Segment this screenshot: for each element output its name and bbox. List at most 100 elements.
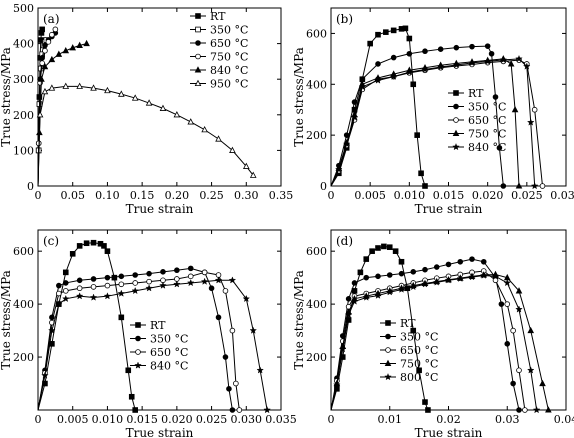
data-point: [351, 288, 358, 294]
legend-entry: 650 °C: [210, 37, 248, 50]
data-point: [132, 407, 139, 413]
data-point: [104, 274, 111, 281]
data-point: [187, 265, 194, 272]
data-point: [242, 294, 251, 302]
x-tick-label: 0.30: [234, 189, 259, 202]
legend-marker: [195, 13, 201, 19]
x-tick-label: 0.10: [95, 189, 120, 202]
data-point: [469, 256, 475, 262]
x-axis-label: True strain: [415, 426, 483, 438]
legend-entry: 750 °C: [400, 358, 438, 371]
data-point: [539, 183, 546, 189]
data-point: [55, 50, 63, 57]
y-tick-label: 300: [13, 73, 34, 86]
data-point: [90, 284, 97, 290]
data-point: [228, 276, 237, 284]
x-tick-label: 0.015: [126, 413, 158, 426]
y-tick-label: 400: [306, 298, 327, 311]
data-point: [236, 407, 243, 413]
legend-entry: 840 °C: [150, 360, 188, 373]
data-point: [539, 379, 546, 387]
y-tick-label: 200: [306, 129, 327, 142]
x-tick-label: 0.025: [196, 413, 228, 426]
x-tick-label: 0.020: [472, 189, 504, 202]
series-line-0: [330, 245, 429, 411]
data-point: [409, 282, 417, 291]
data-point: [62, 280, 69, 286]
data-point: [436, 63, 445, 71]
data-point: [39, 26, 45, 33]
x-tick-label: 0.15: [130, 189, 155, 202]
data-point: [444, 276, 453, 284]
legend-entry: 650 °C: [468, 114, 506, 127]
data-point: [104, 86, 111, 94]
data-point: [83, 39, 90, 47]
data-point: [383, 29, 389, 35]
data-point: [398, 270, 405, 277]
x-tick-label: 0: [35, 413, 42, 426]
data-point: [374, 291, 382, 299]
data-point: [498, 301, 505, 307]
data-point: [56, 282, 62, 289]
series-line-3: [330, 273, 549, 411]
data-point: [125, 367, 132, 374]
data-point: [339, 345, 347, 353]
legend-entry: 350 °C: [210, 24, 248, 37]
panel-label: (d): [336, 234, 353, 248]
chart-panel-2: 0 0.005 0.010 0.015 0.020 0.025 0.030 0.035 200 4…: [0, 229, 297, 438]
data-point: [229, 327, 236, 334]
x-tick-label: 0.005: [354, 189, 386, 202]
data-point: [504, 341, 511, 347]
data-point: [62, 82, 70, 89]
x-tick-label: 0.030: [231, 413, 263, 426]
data-point: [504, 301, 511, 307]
legend-entry: RT: [210, 10, 226, 23]
data-point: [405, 68, 414, 76]
legend-marker: [135, 322, 141, 328]
data-point: [527, 326, 535, 334]
x-tick-label: 0: [35, 189, 42, 202]
data-point: [363, 274, 370, 281]
y-axis-label: True stress/MPa: [292, 47, 306, 147]
data-point: [222, 288, 229, 294]
data-point: [39, 60, 45, 66]
data-point: [45, 39, 52, 45]
data-point: [386, 244, 393, 251]
y-axis-label: True stress/MPa: [0, 47, 13, 147]
data-point: [75, 292, 84, 300]
data-point: [500, 183, 507, 189]
data-point: [36, 111, 44, 118]
data-point: [62, 46, 70, 54]
data-point: [187, 273, 194, 280]
data-point: [397, 285, 406, 293]
data-point: [480, 258, 487, 265]
y-tick-label: 400: [13, 298, 34, 311]
data-point: [527, 366, 535, 374]
data-point: [62, 269, 69, 276]
data-point: [201, 126, 208, 133]
legend-entry: 350 °C: [468, 101, 506, 114]
data-point: [118, 314, 125, 321]
data-point: [118, 281, 125, 288]
data-point: [145, 284, 153, 292]
data-point: [416, 367, 422, 374]
data-point: [41, 87, 49, 95]
x-tick-label: 0.005: [57, 413, 89, 426]
panel-label: (b): [336, 12, 353, 26]
data-point: [76, 82, 83, 89]
data-point: [374, 76, 382, 84]
data-point: [421, 280, 429, 288]
legend-marker: [452, 129, 460, 137]
data-point: [357, 269, 364, 276]
legend-marker: [135, 335, 141, 342]
data-point: [496, 145, 503, 151]
data-point: [146, 278, 152, 285]
data-point: [433, 264, 440, 270]
data-point: [457, 258, 464, 265]
data-point: [390, 27, 397, 34]
data-point: [375, 245, 381, 251]
x-axis-label: True strain: [126, 426, 194, 438]
data-point: [515, 54, 523, 63]
data-point: [531, 106, 538, 113]
